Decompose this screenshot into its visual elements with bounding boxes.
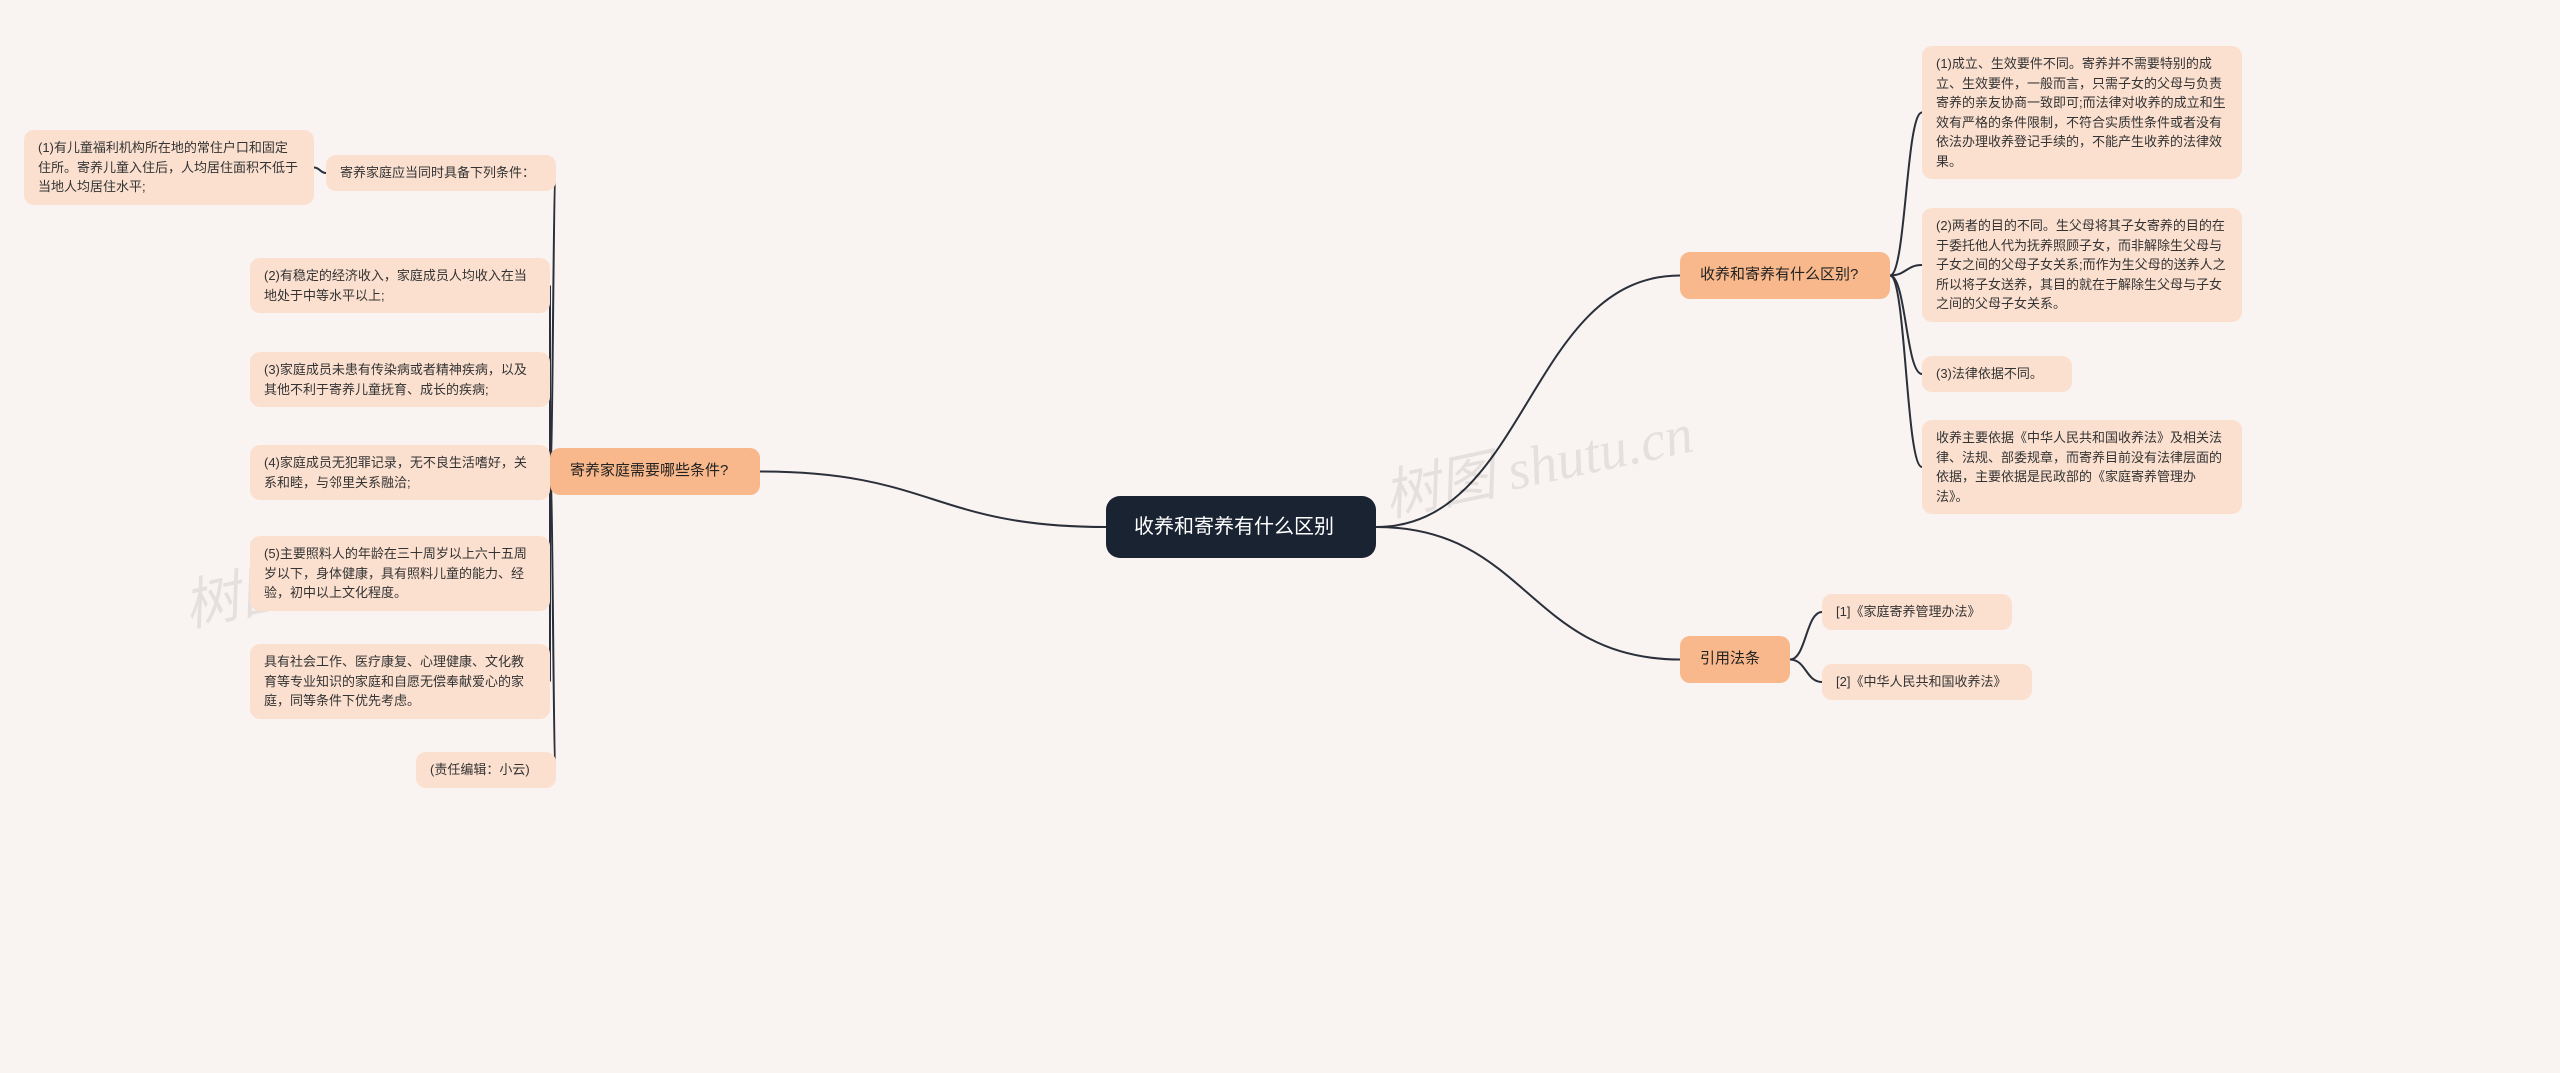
edge xyxy=(1376,276,1680,528)
mindmap-node-b_r1: 收养和寄养有什么区别? xyxy=(1680,252,1890,299)
edge xyxy=(1890,276,1922,468)
mindmap-node-r1: (1)成立、生效要件不同。寄养并不需要特别的成立、生效要件，一般而言，只需子女的… xyxy=(1922,46,2242,179)
edge xyxy=(314,168,326,174)
mindmap-node-l6: 具有社会工作、医疗康复、心理健康、文化教育等专业知识的家庭和自愿无偿奉献爱心的家… xyxy=(250,644,550,719)
edge xyxy=(1890,265,1922,276)
mindmap-node-l5: (5)主要照料人的年龄在三十周岁以上六十五周岁以下，身体健康，具有照料儿童的能力… xyxy=(250,536,550,611)
mindmap-node-r4: 收养主要依据《中华人民共和国收养法》及相关法律、法规、部委规章，而寄养目前没有法… xyxy=(1922,420,2242,514)
edge xyxy=(1790,612,1822,660)
mindmap-node-b_left: 寄养家庭需要哪些条件? xyxy=(550,448,760,495)
mindmap-node-l4: (4)家庭成员无犯罪记录，无不良生活嗜好，关系和睦，与邻里关系融洽; xyxy=(250,445,550,500)
edge xyxy=(760,472,1106,528)
edge xyxy=(1890,113,1922,276)
edge xyxy=(1790,660,1822,683)
edge xyxy=(550,472,556,771)
watermark: 树图 shutu.cn xyxy=(1375,388,1699,533)
mindmap-node-c1: [1]《家庭寄养管理办法》 xyxy=(1822,594,2012,630)
mindmap-node-c2: [2]《中华人民共和国收养法》 xyxy=(1822,664,2032,700)
edge xyxy=(1376,527,1680,660)
mindmap-node-l1: 寄养家庭应当同时具备下列条件： xyxy=(326,155,556,191)
mindmap-node-r3: (3)法律依据不同。 xyxy=(1922,356,2072,392)
mindmap-node-l1a: (1)有儿童福利机构所在地的常住户口和固定住所。寄养儿童入住后，人均居住面积不低… xyxy=(24,130,314,205)
edge xyxy=(550,173,556,472)
mindmap-node-l3: (3)家庭成员未患有传染病或者精神疾病，以及其他不利于寄养儿童抚育、成长的疾病; xyxy=(250,352,550,407)
mindmap-node-b_r2: 引用法条 xyxy=(1680,636,1790,683)
edge xyxy=(1890,276,1922,375)
mindmap-node-l7: (责任编辑：小云) xyxy=(416,752,556,788)
mindmap-node-root: 收养和寄养有什么区别 xyxy=(1106,496,1376,558)
mindmap-node-l2: (2)有稳定的经济收入，家庭成员人均收入在当地处于中等水平以上; xyxy=(250,258,550,313)
mindmap-node-r2: (2)两者的目的不同。生父母将其子女寄养的目的在于委托他人代为抚养照顾子女，而非… xyxy=(1922,208,2242,322)
